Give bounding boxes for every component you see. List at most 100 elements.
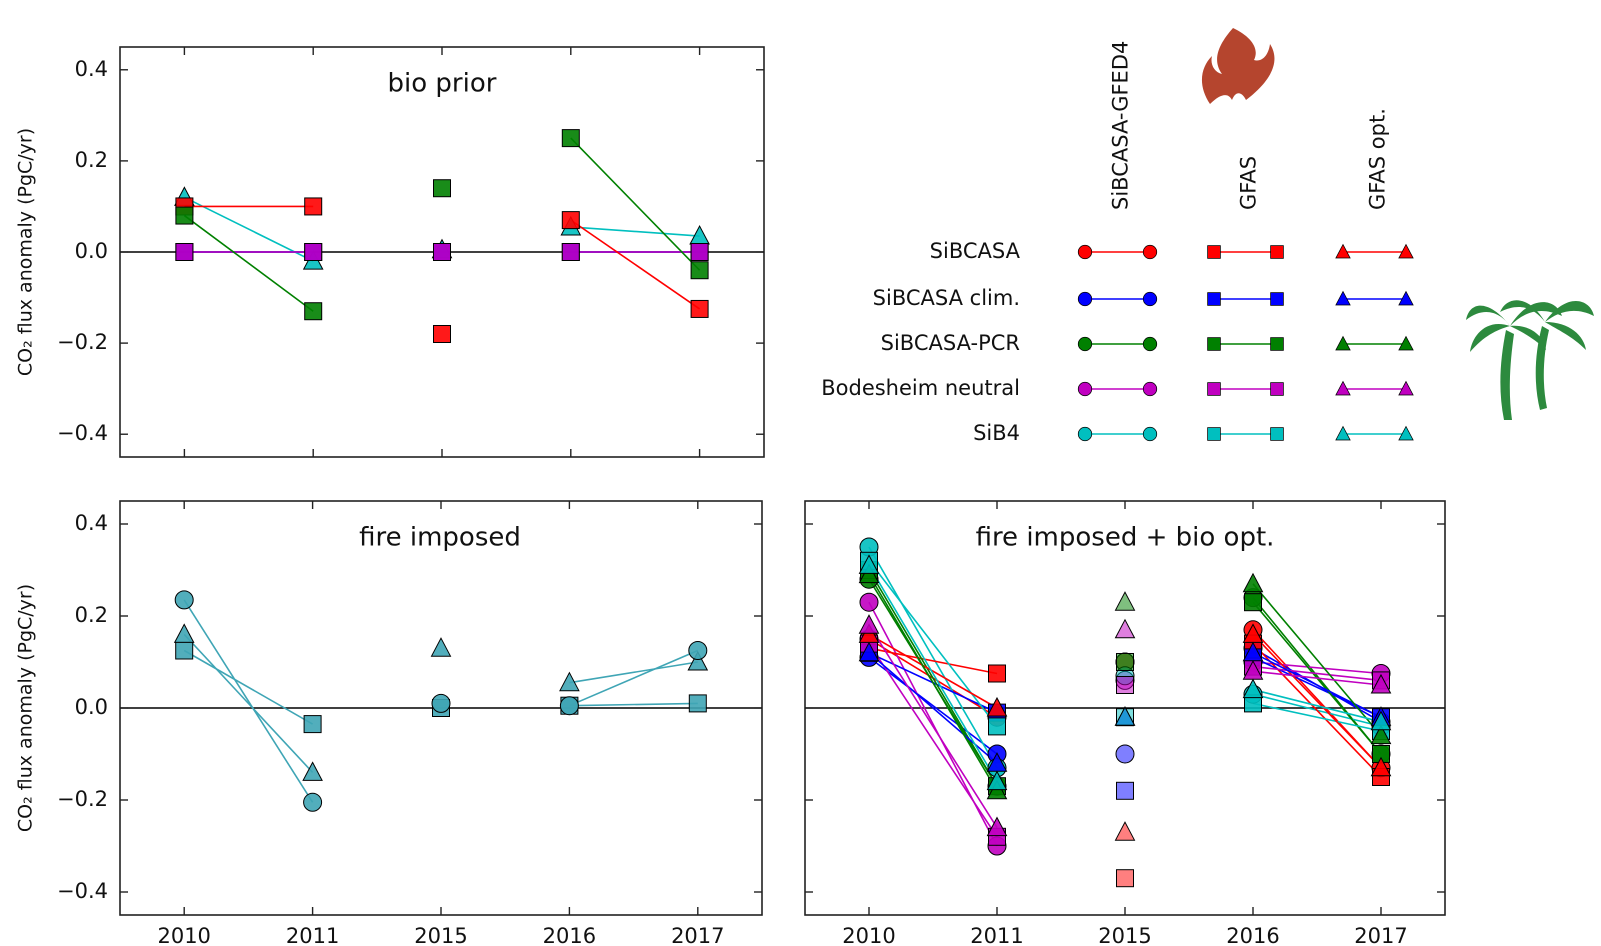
y-tick-label: 0.0 xyxy=(75,695,108,719)
marker xyxy=(560,697,578,715)
x-tick-label: 2011 xyxy=(970,924,1023,946)
marker xyxy=(691,244,708,261)
legend-marker xyxy=(1143,382,1157,396)
legend-column-label: GFAS opt. xyxy=(1366,108,1390,210)
legend-marker xyxy=(1208,428,1221,441)
marker xyxy=(175,591,193,609)
series-line xyxy=(569,651,697,706)
marker xyxy=(1116,592,1135,610)
legend-marker xyxy=(1143,337,1157,351)
series-line xyxy=(569,662,697,683)
y-tick-label: −0.4 xyxy=(57,421,108,445)
x-tick-label: 2010 xyxy=(842,924,895,946)
legend-marker xyxy=(1271,246,1284,259)
legend-marker xyxy=(1208,246,1221,259)
marker xyxy=(175,624,194,642)
marker xyxy=(689,695,706,712)
marker xyxy=(304,793,322,811)
y-tick-label: 0.2 xyxy=(75,148,108,172)
y-tick-label: 0.0 xyxy=(75,239,108,263)
series-line xyxy=(869,547,997,768)
series-line xyxy=(869,575,997,791)
legend-marker xyxy=(1271,428,1284,441)
series-line xyxy=(869,561,997,727)
legend-marker xyxy=(1078,292,1092,306)
legend-column-label: SiBCASA-GFED4 xyxy=(1109,41,1133,210)
legend-marker xyxy=(1271,338,1284,351)
series-line xyxy=(184,634,312,772)
marker xyxy=(434,244,451,261)
y-tick-label: −0.2 xyxy=(57,787,108,811)
marker xyxy=(1117,782,1134,799)
x-tick-label: 2015 xyxy=(1098,924,1151,946)
legend-marker xyxy=(1143,427,1157,441)
y-tick-label: 0.2 xyxy=(75,603,108,627)
marker xyxy=(860,615,879,633)
legend-marker xyxy=(1208,383,1221,396)
legend-marker xyxy=(1208,338,1221,351)
legend-row-label: SiBCASA-PCR xyxy=(881,331,1020,355)
series-line xyxy=(571,138,700,270)
legend-marker xyxy=(1078,245,1092,259)
legend-marker xyxy=(1143,292,1157,306)
marker xyxy=(1117,654,1134,671)
marker xyxy=(1117,870,1134,887)
legend-row-label: SiB4 xyxy=(973,421,1020,445)
y-tick-label: 0.4 xyxy=(75,57,108,81)
series-line xyxy=(184,651,312,725)
legend-marker xyxy=(1078,337,1092,351)
legend-marker xyxy=(1271,293,1284,306)
fire-icon xyxy=(1202,28,1275,104)
marker xyxy=(989,665,1006,682)
x-tick-label: 2017 xyxy=(671,924,724,946)
marker xyxy=(176,244,193,261)
y-axis-label: CO₂ flux anomaly (PgC/yr) xyxy=(15,128,37,376)
series-line xyxy=(571,220,700,309)
marker xyxy=(562,130,579,147)
y-tick-label: −0.2 xyxy=(57,330,108,354)
legend-marker xyxy=(1078,427,1092,441)
legend-column-label: GFAS xyxy=(1237,156,1261,210)
series-line xyxy=(571,227,700,236)
x-tick-label: 2016 xyxy=(1226,924,1279,946)
marker xyxy=(1245,594,1262,611)
marker xyxy=(305,303,322,320)
palm-icon xyxy=(1466,300,1594,420)
y-tick-label: 0.4 xyxy=(75,511,108,535)
marker xyxy=(562,244,579,261)
legend-marker xyxy=(1143,245,1157,259)
marker xyxy=(1116,822,1135,840)
series-line xyxy=(869,602,997,846)
marker xyxy=(434,326,451,343)
marker xyxy=(1116,620,1135,638)
marker xyxy=(1244,574,1263,592)
marker xyxy=(434,180,451,197)
marker xyxy=(689,642,707,660)
panel-title: bio prior xyxy=(388,69,497,99)
series-line xyxy=(184,600,312,802)
marker xyxy=(1117,677,1134,694)
x-tick-label: 2015 xyxy=(414,924,467,946)
figure: −0.4 −0.2 0.0 0.2 0.4 CO₂ flux anomaly (PgC/y… xyxy=(0,0,1601,946)
marker xyxy=(691,300,708,317)
marker xyxy=(860,593,878,611)
series-line xyxy=(869,625,997,827)
marker xyxy=(989,718,1006,735)
marker xyxy=(304,716,321,733)
marker xyxy=(176,207,193,224)
marker xyxy=(562,212,579,229)
series-line xyxy=(869,570,997,786)
marker xyxy=(432,694,450,712)
x-tick-label: 2010 xyxy=(157,924,210,946)
marker xyxy=(1116,745,1134,763)
marker xyxy=(176,642,193,659)
x-tick-label: 2011 xyxy=(286,924,339,946)
marker xyxy=(305,198,322,215)
legend-row-label: SiBCASA xyxy=(930,239,1021,263)
legend-row-label: SiBCASA clim. xyxy=(873,286,1020,310)
legend-row-label: Bodesheim neutral xyxy=(821,376,1020,400)
legend-marker xyxy=(1271,383,1284,396)
marker xyxy=(691,262,708,279)
legend-marker xyxy=(1208,293,1221,306)
panel-title: fire imposed xyxy=(359,523,521,553)
